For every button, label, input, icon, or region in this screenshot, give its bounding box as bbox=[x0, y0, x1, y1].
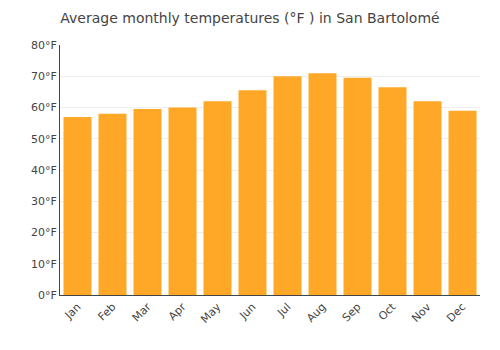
svg-text:80°F: 80°F bbox=[31, 39, 57, 52]
svg-text:20°F: 20°F bbox=[31, 226, 57, 239]
svg-text:Apr: Apr bbox=[166, 300, 189, 323]
svg-text:Nov: Nov bbox=[409, 300, 434, 325]
svg-text:30°F: 30°F bbox=[31, 195, 57, 208]
svg-text:Jul: Jul bbox=[274, 301, 293, 320]
svg-text:Average monthly temperatures (: Average monthly temperatures (°F ) in Sa… bbox=[60, 10, 439, 26]
svg-text:Oct: Oct bbox=[376, 300, 399, 323]
svg-text:0°F: 0°F bbox=[38, 289, 57, 302]
svg-text:Feb: Feb bbox=[96, 301, 119, 324]
svg-text:May: May bbox=[198, 300, 224, 326]
svg-text:Aug: Aug bbox=[304, 301, 328, 325]
svg-text:40°F: 40°F bbox=[31, 164, 57, 177]
svg-text:Jan: Jan bbox=[62, 301, 84, 323]
svg-text:10°F: 10°F bbox=[31, 258, 57, 271]
svg-text:Mar: Mar bbox=[130, 300, 154, 324]
svg-text:Jun: Jun bbox=[236, 300, 258, 322]
svg-text:Dec: Dec bbox=[444, 301, 468, 325]
svg-text:70°F: 70°F bbox=[31, 70, 57, 83]
svg-text:50°F: 50°F bbox=[31, 133, 57, 146]
svg-text:Sep: Sep bbox=[340, 301, 364, 325]
svg-text:60°F: 60°F bbox=[31, 101, 57, 114]
